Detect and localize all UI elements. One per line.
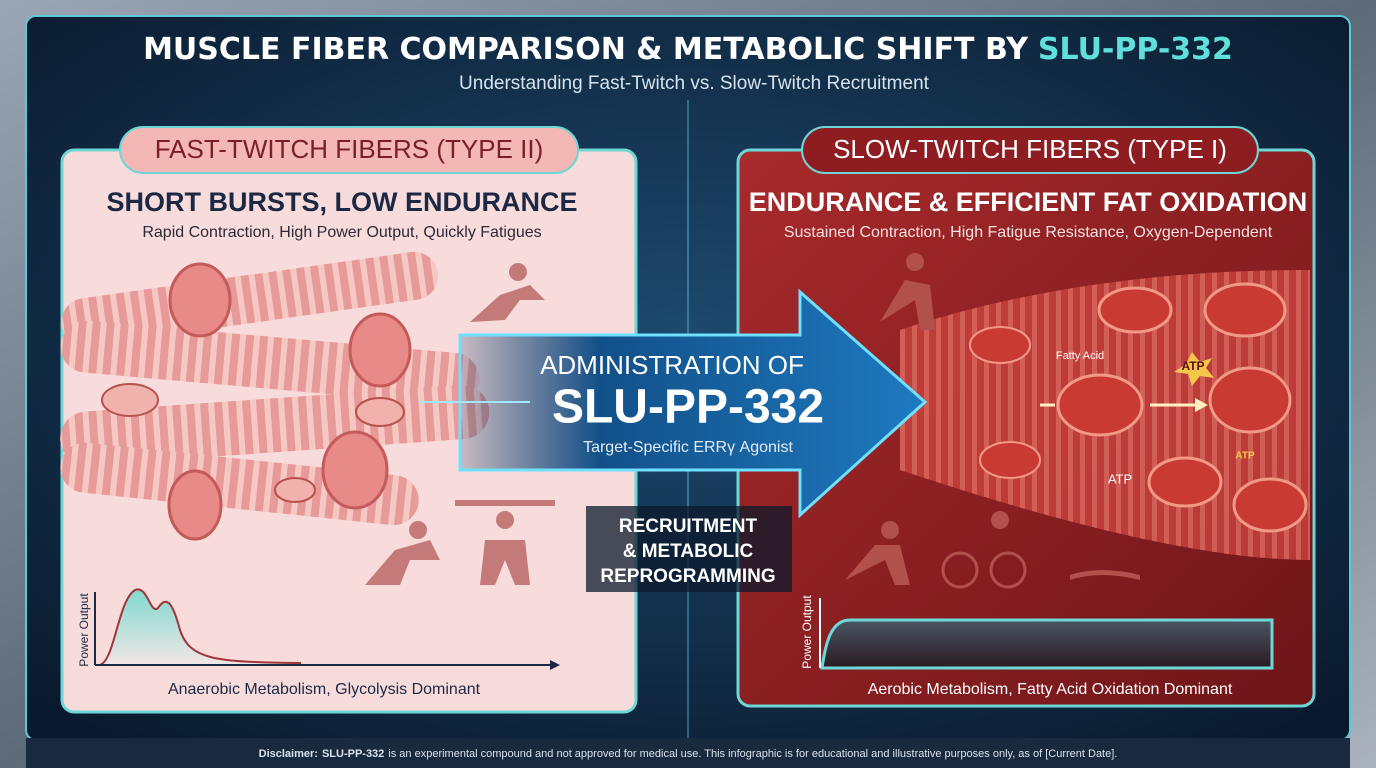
diagram-label: Fatty Acid [1056, 350, 1104, 362]
fast-fiber-illustration-rect [61, 251, 439, 347]
athlete-icons-rect [455, 500, 555, 506]
fast-fiber-illustration-rect [60, 442, 419, 526]
process-line: REPROGRAMMING [600, 566, 775, 587]
slow-fiber-illustration-path [1195, 398, 1208, 412]
fast-fiber-illustration-ellipse [101, 383, 159, 417]
left-panel: FAST-TWITCH FIBERS (TYPE II) SHORT BURST… [60, 126, 638, 714]
slow-fiber-illustration-ellipse [1056, 373, 1144, 437]
power-graph-path [99, 588, 301, 666]
fast-fiber-illustration-ellipse [274, 477, 316, 503]
graph-caption: Anaerobic Metabolism, Glycolysis Dominan… [168, 681, 481, 698]
right-panel: SLOW-TWITCH FIBERS (TYPE I) ENDURANCE & … [736, 126, 1316, 708]
graph-axis-label: Power Output [77, 593, 91, 667]
disclaimer-text: is an experimental compound and not appr… [388, 748, 1117, 760]
athlete-icons-path [845, 545, 910, 585]
panel-heading: SHORT BURSTS, LOW ENDURANCE [107, 187, 578, 217]
athlete-icons-path [470, 285, 545, 322]
center-arrow-polygon [458, 288, 928, 519]
process-line: RECRUITMENT [619, 516, 758, 537]
title-text: MUSCLE FIBER COMPARISON & METABOLIC SHIF… [143, 32, 1029, 67]
panel-description: Rapid Contraction, High Power Output, Qu… [142, 224, 541, 241]
athlete-icons-path [480, 540, 530, 585]
diagram-label: ATP [1235, 451, 1255, 462]
disclaimer-label: Disclaimer: [259, 748, 318, 760]
subtitle: Understanding Fast-Twitch vs. Slow-Twitc… [459, 73, 930, 94]
panel-label: SLOW-TWITCH FIBERS (TYPE I) [833, 134, 1227, 164]
process-box [586, 506, 792, 592]
fast-fiber-illustration-ellipse [321, 430, 389, 510]
slow-fiber-illustration-ellipse [969, 326, 1031, 364]
slow-fiber-illustration-polygon [1174, 352, 1214, 386]
athlete-icons-path [880, 280, 935, 330]
slow-fiber-illustration-ellipse [1203, 282, 1287, 338]
label-pill [801, 126, 1259, 174]
fast-fiber-illustration-ellipse [167, 469, 223, 541]
title-highlight: SLU-PP-332 [1038, 32, 1233, 67]
panel-label: FAST-TWITCH FIBERS (TYPE II) [155, 134, 544, 164]
center-line: ADMINISTRATION OF [540, 350, 804, 380]
center-arrow [420, 288, 928, 519]
fast-fiber-illustration-ellipse [168, 262, 232, 338]
athlete-icons-circle [509, 263, 527, 281]
power-graph [819, 598, 1274, 670]
fast-fiber-illustration-ellipse [348, 312, 412, 388]
diagram-label: ATP [1181, 359, 1204, 373]
disclaimer: Disclaimer: SLU-PP-332 is an experimental … [259, 748, 1118, 760]
panel-heading: ENDURANCE & EFFICIENT FAT OXIDATION [749, 187, 1308, 217]
slow-fiber-illustration-ellipse [979, 441, 1041, 479]
panel-description: Sustained Contraction, High Fatigue Resi… [784, 224, 1273, 241]
diagram-label: ATP [1108, 471, 1132, 486]
athlete-icons-circle [989, 551, 1027, 589]
slow-fiber-illustration [900, 270, 1310, 560]
athlete-icons-circle [906, 253, 924, 271]
fast-fiber-illustration-ellipse [355, 397, 405, 427]
fast-fiber-illustration [60, 251, 490, 541]
athlete-icons [845, 253, 1140, 589]
center-description: Target-Specific ERRγ Agonist [583, 439, 793, 456]
athlete-icons-path [1070, 570, 1140, 580]
athlete-icons-circle [496, 511, 514, 529]
center-compound: SLU-PP-332 [552, 381, 824, 434]
power-graph-path [820, 618, 1274, 670]
athlete-icons [365, 263, 555, 585]
disclaimer-compound: SLU-PP-332 [322, 748, 384, 760]
athlete-icons-path [365, 540, 440, 585]
graph-caption: Aerobic Metabolism, Fatty Acid Oxidation… [868, 681, 1233, 698]
slow-fiber-illustration-ellipse [1232, 477, 1308, 533]
footer-bar [26, 738, 1350, 768]
power-graph [94, 588, 560, 670]
athlete-icons-circle [991, 511, 1009, 529]
graph-axis-label: Power Output [800, 595, 814, 669]
athlete-icons-circle [881, 521, 899, 539]
slow-fiber-illustration-ellipse [1097, 286, 1173, 334]
power-graph-path [550, 660, 560, 670]
athlete-icons-circle [941, 551, 979, 589]
process-line: & METABOLIC [623, 541, 754, 562]
athlete-icons-circle [409, 521, 427, 539]
title: MUSCLE FIBER COMPARISON & METABOLIC SHIF… [143, 32, 1233, 67]
label-pill [119, 126, 579, 174]
slow-fiber-illustration-ellipse [1147, 456, 1223, 508]
slow-fiber-illustration-ellipse [1208, 366, 1292, 434]
